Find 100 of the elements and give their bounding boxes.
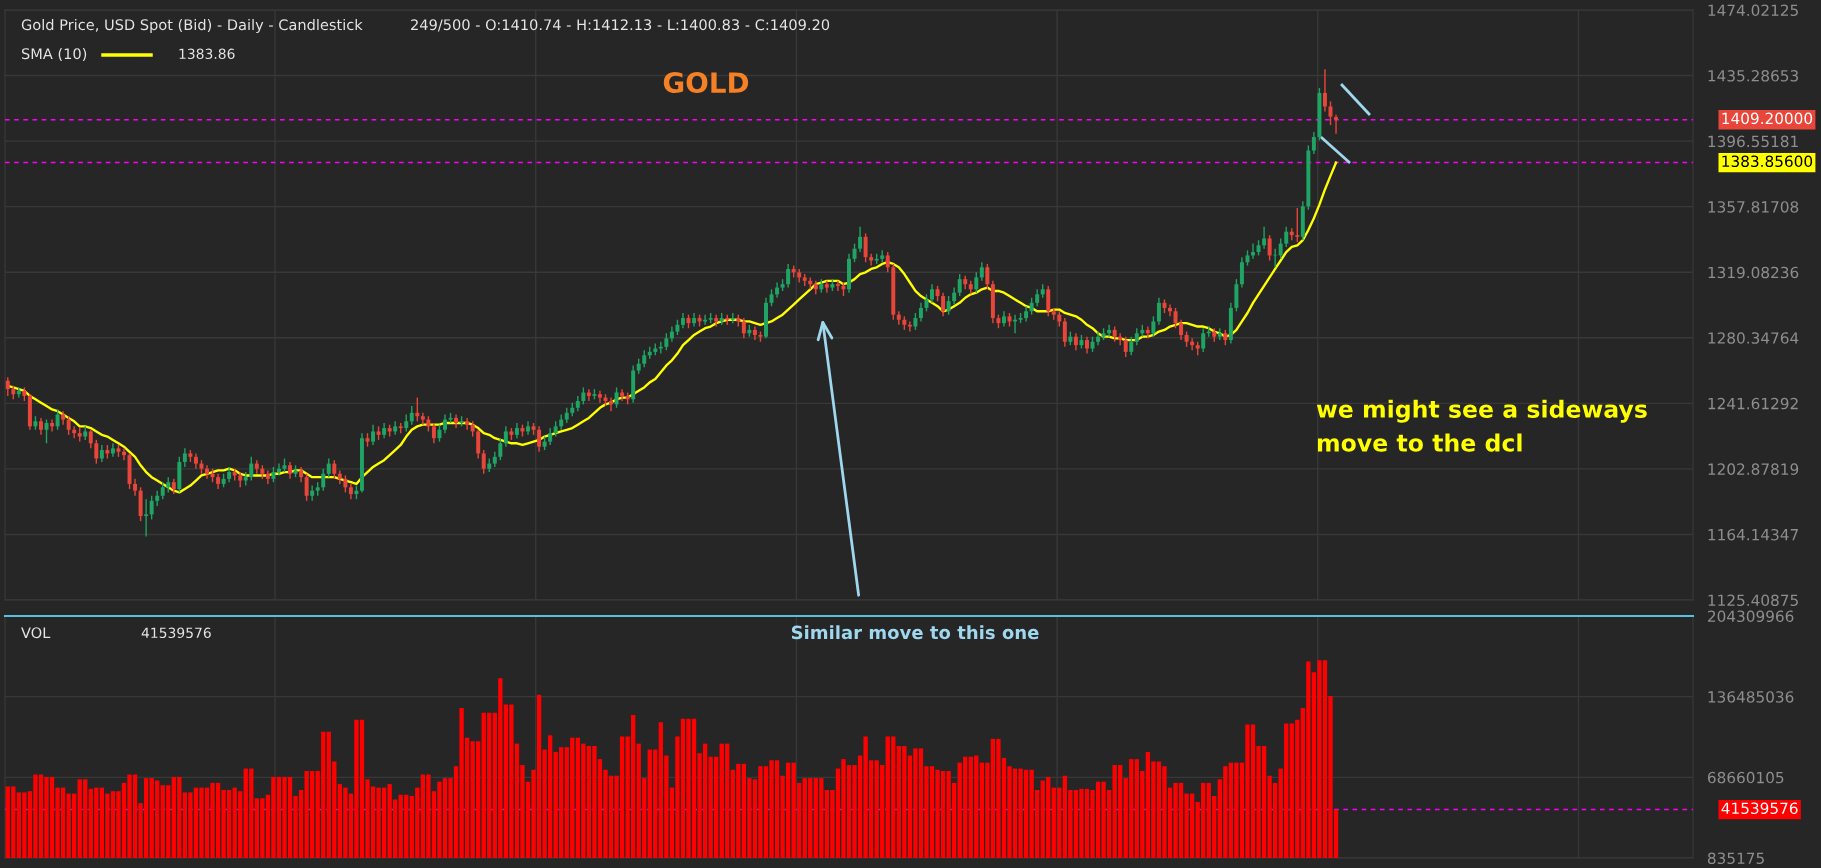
candlestick: [918, 302, 923, 323]
candlestick: [1107, 324, 1112, 338]
candlestick: [72, 425, 77, 439]
y-tick-label: 1396.55181: [1708, 135, 1798, 148]
candlestick: [824, 280, 829, 294]
candlestick: [979, 261, 984, 282]
candlestick: [941, 291, 946, 318]
candlestick: [1190, 337, 1195, 351]
candlestick: [503, 425, 508, 448]
annotation: GOLD: [663, 72, 749, 94]
candlestick: [1156, 297, 1161, 326]
legend-label: SMA (10): [21, 47, 87, 61]
candlestick: [526, 420, 530, 436]
annotation: 1383.86: [179, 48, 235, 60]
candlestick: [498, 437, 503, 461]
candlestick: [1322, 68, 1327, 113]
candlestick: [869, 253, 874, 267]
candlestick: [863, 232, 868, 263]
candlestick: [393, 420, 398, 436]
candlestick: [5, 376, 10, 397]
candlestick: [1118, 332, 1123, 346]
candlestick: [205, 464, 209, 480]
candlestick: [1173, 307, 1178, 329]
candlestick: [321, 467, 326, 492]
candlestick: [337, 469, 342, 485]
candlestick: [371, 423, 376, 446]
ref-line-label: 41539576: [1721, 802, 1798, 815]
y-tick-label: 1241.61292: [1708, 397, 1798, 410]
candlestick: [94, 439, 99, 465]
candlestick: [786, 263, 791, 289]
candlestick: [985, 263, 990, 290]
y-tick-label: 1125.40875: [1708, 594, 1798, 607]
y-tick-label: 204309966: [1708, 610, 1794, 623]
candlestick: [835, 280, 840, 292]
candlestick: [44, 418, 49, 444]
candlestick: [537, 425, 542, 453]
candlestick: [88, 429, 93, 450]
candlestick: [55, 408, 60, 431]
candlestick: [930, 283, 935, 304]
candlestick: [415, 396, 420, 422]
candlestick: [692, 312, 697, 328]
candlestick: [907, 320, 912, 333]
y-tick-label: 835175: [1707, 852, 1764, 865]
candlestick: [265, 469, 270, 485]
annotation: we might see a sideways move to the dcl: [1316, 399, 1647, 452]
candlestick: [144, 498, 149, 538]
candlestick: [61, 410, 66, 426]
candlestick: [122, 447, 126, 461]
candlestick: [249, 456, 254, 482]
ref-line-label: 1409.20000: [1722, 112, 1813, 125]
candlestick: [1295, 207, 1300, 243]
candlestick: [609, 396, 614, 412]
candlestick: [896, 310, 901, 326]
candlestick: [1179, 319, 1184, 341]
annotation: 41539576: [141, 627, 211, 639]
candlestick: [1123, 335, 1128, 358]
candlestick: [797, 268, 802, 284]
candlestick: [304, 473, 309, 502]
candlestick: [1145, 325, 1150, 340]
candlestick: [1129, 335, 1134, 356]
candlestick: [741, 317, 746, 340]
candlestick: [310, 484, 315, 502]
candlestick: [714, 313, 719, 328]
annotation: Similar move to this one: [791, 625, 1039, 640]
candlestick: [1251, 242, 1256, 260]
candlestick: [1217, 327, 1222, 341]
candlestick: [1234, 278, 1239, 312]
y-tick-label: 1202.87819: [1708, 463, 1799, 475]
y-tick-label: 136485036: [1708, 691, 1794, 703]
text: VOL: [21, 627, 51, 639]
candlestick: [974, 271, 979, 294]
candlestick: [946, 295, 951, 316]
candlestick: [586, 388, 591, 402]
candlestick: [66, 415, 71, 436]
candlestick: [1062, 317, 1067, 348]
y-tick-label: 1164.14347: [1708, 528, 1798, 541]
candlestick: [442, 413, 447, 434]
candlestick: [254, 459, 259, 475]
candlestick: [957, 273, 962, 297]
candlestick: [332, 459, 337, 480]
ref-line-label: 1383.85600: [1722, 155, 1813, 168]
candlestick: [1201, 327, 1206, 353]
candlestick: [614, 386, 619, 409]
candlestick: [409, 405, 414, 426]
candlestick: [1239, 256, 1244, 289]
candlestick: [431, 422, 436, 444]
candlestick: [465, 417, 470, 431]
candlestick: [885, 251, 890, 274]
candlestick: [481, 449, 486, 475]
y-tick-label: 1319.08236: [1708, 266, 1799, 279]
candlestick: [149, 495, 154, 521]
y-tick-label: 1357.81708: [1708, 201, 1799, 213]
candlestick: [276, 462, 281, 477]
candlestick: [16, 386, 21, 399]
candlestick: [852, 242, 857, 263]
y-tick-label: 1435.28653: [1708, 70, 1798, 82]
candlestick: [1151, 315, 1156, 338]
candlestick: [1267, 234, 1272, 262]
candlestick: [1168, 303, 1172, 318]
y-tick-label: 1474.02125: [1708, 4, 1798, 17]
